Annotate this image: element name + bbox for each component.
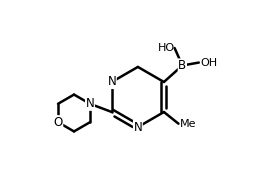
Text: N: N	[85, 97, 94, 110]
Text: B: B	[178, 59, 187, 72]
Text: HO: HO	[158, 43, 174, 53]
Text: Me: Me	[180, 119, 196, 129]
Text: N: N	[107, 75, 116, 88]
Text: O: O	[53, 116, 63, 129]
Text: N: N	[133, 120, 142, 134]
Text: OH: OH	[201, 58, 218, 68]
